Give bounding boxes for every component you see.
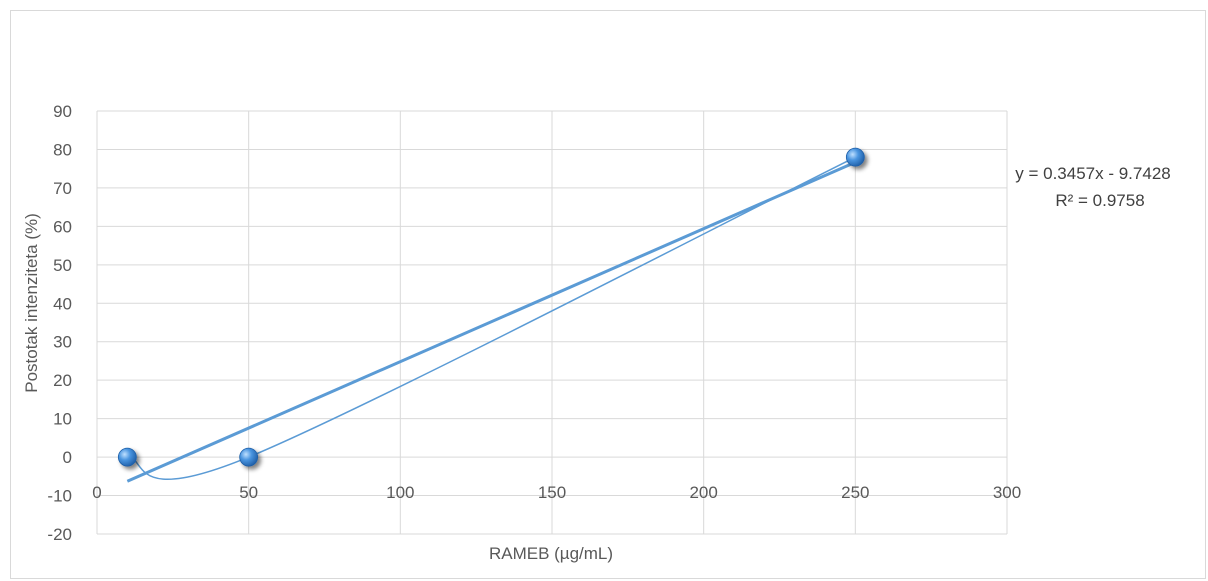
y-tick-label: 90 <box>53 102 72 121</box>
data-points <box>117 147 865 467</box>
smoothed-series-line <box>127 156 856 481</box>
y-tick-label: 10 <box>53 410 72 429</box>
data-point-1 <box>239 447 259 467</box>
y-tick-label: 40 <box>53 294 72 313</box>
x-tick-label: 200 <box>689 483 717 502</box>
y-tick-label: 80 <box>53 140 72 159</box>
y-tick-labels: -20 -10 0 10 20 30 40 50 60 70 80 90 <box>47 102 72 544</box>
x-tick-labels: 0 50 100 150 200 250 300 <box>92 483 1021 502</box>
y-axis-title: Postotak intenziteta (%) <box>22 213 41 393</box>
y-tick-label: 0 <box>63 448 72 467</box>
x-tick-label: 250 <box>841 483 869 502</box>
trendline-r2-label: R² = 0.9758 <box>1055 191 1144 210</box>
linear-trendline <box>126 160 856 483</box>
data-point-0 <box>117 447 137 467</box>
x-tick-label: 0 <box>92 483 101 502</box>
trendline-equation-label: y = 0.3457x - 9.7428 <box>1015 164 1170 183</box>
y-tick-label: 60 <box>53 217 72 236</box>
y-tick-label: 50 <box>53 256 72 275</box>
x-tick-label: 100 <box>386 483 414 502</box>
x-axis-title: RAMEB (µg/mL) <box>489 544 613 563</box>
y-tick-label: 30 <box>53 333 72 352</box>
y-tick-label: -10 <box>47 487 72 506</box>
y-tick-label: 70 <box>53 179 72 198</box>
x-tick-label: 50 <box>239 483 258 502</box>
x-tick-label: 150 <box>538 483 566 502</box>
data-point-2 <box>845 147 865 167</box>
y-tick-label: -20 <box>47 525 72 544</box>
y-tick-label: 20 <box>53 371 72 390</box>
x-tick-label: 300 <box>993 483 1021 502</box>
grid <box>96 110 1008 535</box>
